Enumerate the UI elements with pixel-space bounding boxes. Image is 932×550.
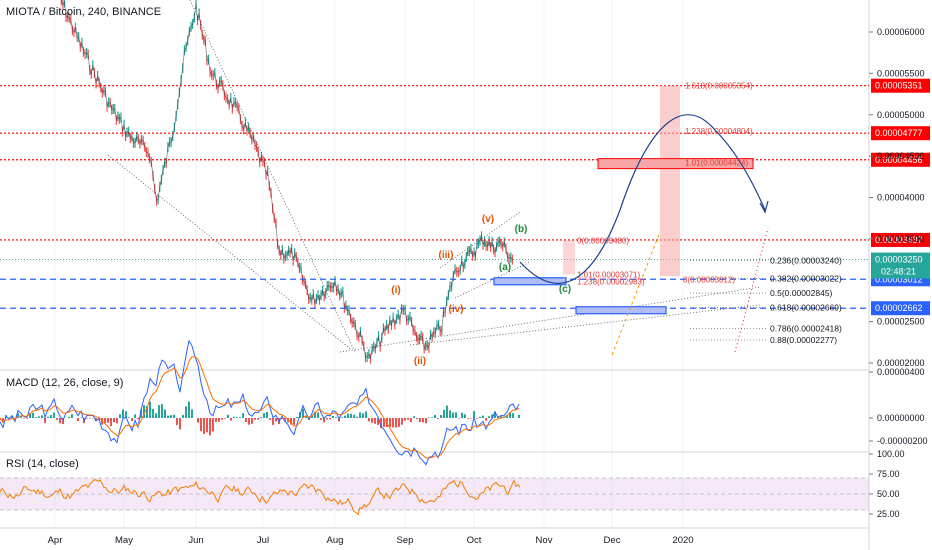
time-tick-label: Sep [397, 535, 414, 546]
wave-label: (b) [515, 224, 528, 235]
current-price-label: 0.00003250 [875, 255, 923, 265]
level-tag [871, 301, 930, 316]
support-box [575, 306, 667, 315]
time-tick-label: Oct [467, 535, 482, 546]
price-tick-label: 0.00006000 [877, 27, 925, 37]
trendline [107, 154, 353, 351]
wave-label: (v) [482, 214, 494, 225]
macd-pane [0, 339, 520, 466]
rsi-tick-label: 100.00 [877, 449, 905, 459]
price-pane: 0.236(0.00003240) 0.382(0.00003022) 0.5(0.… [0, 0, 869, 367]
price-tick-label: 0.00004000 [877, 193, 925, 203]
price-axis[interactable]: 0.00005351 0.00004777 0.00004456 0.00003487… [869, 27, 930, 519]
level-tag-label: 0.00005351 [875, 81, 923, 91]
fib-label: 0.236(0.00003240) [770, 255, 842, 265]
time-tick-label: Dec [604, 535, 621, 546]
price-series-line [60, 0, 513, 359]
trendline [189, 0, 356, 353]
projection-line [734, 227, 769, 353]
fib-label-red: 1.238(0.00002983) [577, 278, 645, 287]
rsi-tick-label: 25.00 [877, 509, 900, 519]
trendline [339, 286, 761, 353]
fib-label-red: 0(0.00003480) [577, 237, 629, 246]
rsi-tick-label: 75.00 [877, 469, 900, 479]
time-tick-label: Jun [188, 535, 203, 546]
wave-label: (a) [499, 262, 511, 273]
fib-label-red: 1.01(0.00003071) [577, 270, 641, 279]
macd-tick-label: -0.00000200 [877, 436, 928, 446]
rsi-line [0, 479, 521, 516]
wave-label: (iii) [439, 250, 454, 261]
macd-tick-label: 0.00000000 [877, 413, 925, 423]
fib-label: 0.618(0.00002669) [770, 303, 842, 313]
fib-label: 0.786(0.00002418) [770, 323, 842, 333]
level-tag-label: 0.00004456 [875, 155, 923, 165]
price-tick-label: 0.00002500 [877, 317, 925, 327]
level-tag [871, 126, 930, 141]
retrace-zone [563, 240, 575, 275]
trendline [454, 261, 531, 299]
time-tick-label: May [115, 535, 133, 546]
fib-label-red: 0(0.00003012) [683, 275, 735, 284]
time-tick-label: Nov [536, 535, 553, 546]
fib-label-red: 1.01(0.00004424) [685, 158, 749, 167]
wave-label: (i) [391, 285, 400, 296]
grid-lines [0, 0, 870, 550]
time-tick-label: Jul [257, 535, 269, 546]
level-tag [871, 232, 930, 247]
time-tick-label: Aug [327, 535, 344, 546]
wave-label: (iv) [449, 304, 464, 315]
projection-curve [519, 114, 766, 284]
price-tick-label: 0.00002000 [877, 358, 925, 368]
time-tick-label: 2020 [672, 535, 693, 546]
support-box [493, 277, 567, 286]
level-tag-label: 0.00003012 [875, 274, 923, 284]
macd-tick-label: 0.00000400 [877, 367, 925, 377]
rsi-pane [0, 477, 869, 516]
level-tag-label: 0.00002662 [875, 303, 923, 313]
fib-label-red: 1.238(0.00004804) [685, 127, 753, 136]
level-tag-label: 0.00003487 [875, 235, 923, 245]
level-tag [871, 152, 930, 167]
fib-label: 0.382(0.00003022) [770, 273, 842, 283]
price-tick-label: 0.00004500 [877, 151, 925, 161]
price-tick-label: 0.00003500 [877, 234, 925, 244]
macd-title: MACD (12, 26, close, 9) [6, 377, 124, 389]
target-zone [660, 85, 680, 277]
countdown-label: 02:48:21 [881, 267, 916, 277]
wave-label: (c) [559, 284, 571, 295]
projection-line [611, 231, 661, 356]
fib-label: 0.88(0.00002277) [770, 335, 837, 345]
signal-line [0, 356, 520, 459]
rsi-title: RSI (14, close) [6, 458, 79, 470]
macd-line [0, 339, 520, 466]
time-tick-label: Apr [48, 535, 63, 546]
level-tag [871, 78, 930, 93]
price-tick-label: 0.00005500 [877, 68, 925, 78]
fib-label: 0.5(0.00002845) [770, 288, 833, 298]
fib-label-red: 1.618(0.00005354) [685, 81, 753, 90]
target-box [597, 158, 754, 170]
rsi-tick-label: 50.00 [877, 489, 900, 499]
current-price-tag [871, 252, 930, 279]
price-tick-label: 0.00005000 [877, 110, 925, 120]
time-axis[interactable]: Apr May Jun Jul Aug Sep Oct Nov Dec 2020 [48, 535, 694, 546]
wave-label: (ii) [414, 356, 426, 367]
symbol-title: MIOTA / Bitcoin, 240, BINANCE [6, 6, 162, 18]
projection-arrow [759, 200, 769, 214]
level-tag-label: 0.00004777 [875, 128, 923, 138]
